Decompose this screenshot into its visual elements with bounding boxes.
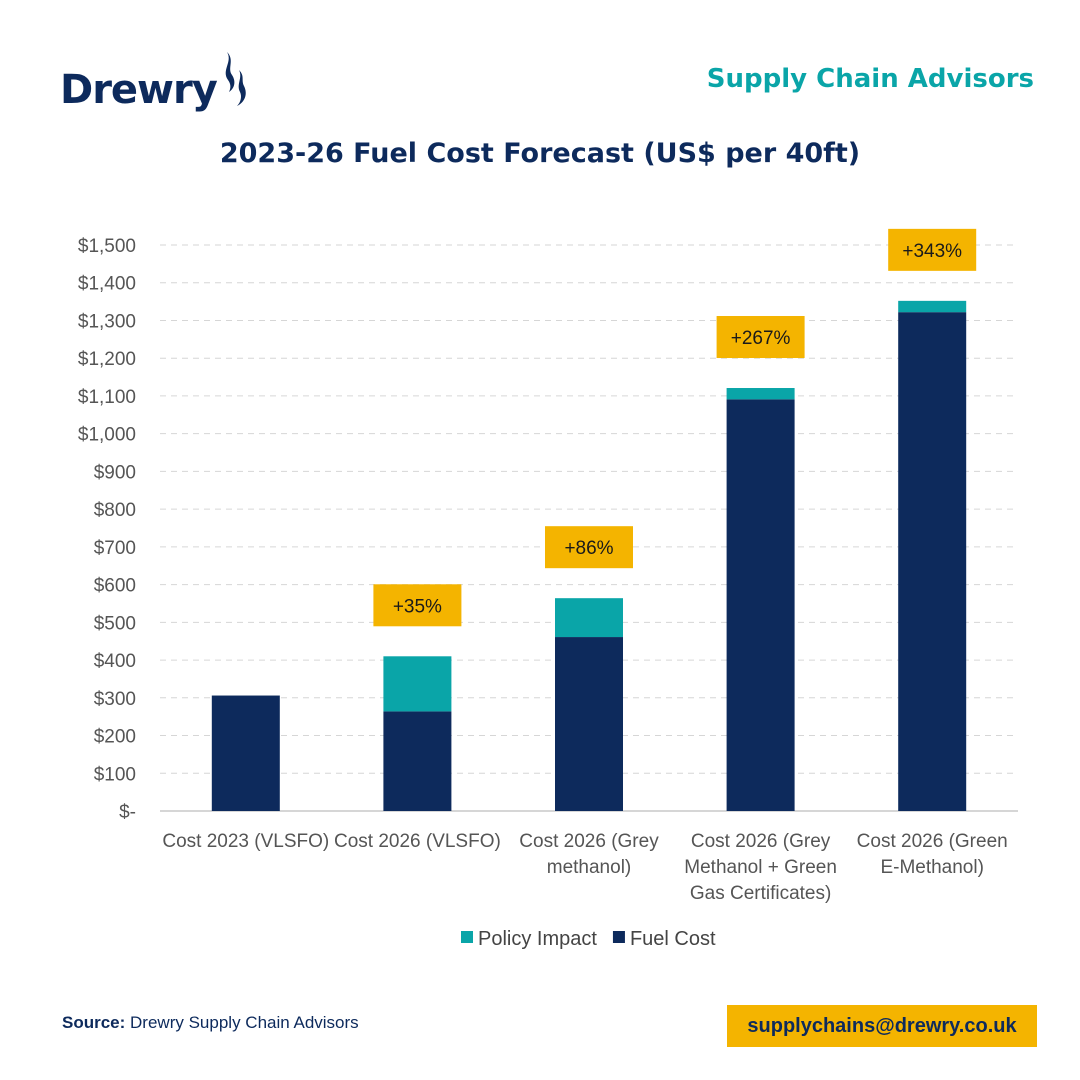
y-tick-label: $1,000 xyxy=(78,425,136,446)
x-tick-label: Gas Certificates) xyxy=(690,883,831,904)
y-tick-label: $100 xyxy=(94,764,136,785)
y-tick-label: $- xyxy=(119,802,136,823)
bar-fuel-cost xyxy=(555,637,623,811)
x-tick-label: methanol) xyxy=(547,857,632,878)
flame-icon xyxy=(225,52,246,106)
y-tick-label: $1,100 xyxy=(78,387,136,408)
annotation-box xyxy=(373,584,462,627)
annotation-box xyxy=(545,526,633,569)
data-label-percent: +35% xyxy=(393,596,442,617)
y-tick-label: $900 xyxy=(94,462,136,483)
y-tick-label: $600 xyxy=(94,576,136,597)
y-tick-label: $1,400 xyxy=(78,274,136,295)
y-tick-label: $400 xyxy=(94,651,136,672)
bar-fuel-cost xyxy=(726,399,795,811)
data-label-percent: +267% xyxy=(731,328,791,349)
annotation-box xyxy=(716,316,805,359)
x-tick-label: Cost 2026 (VLSFO) xyxy=(334,831,501,852)
annotation-box xyxy=(888,228,977,271)
brand-tagline: Supply Chain Advisors xyxy=(706,64,1034,94)
contact-email[interactable]: supplychains@drewry.co.uk xyxy=(727,1005,1037,1047)
bar-fuel-cost xyxy=(383,711,452,811)
source-note: Source: Drewry Supply Chain Advisors xyxy=(62,1013,359,1033)
stacked-bar-chart: $- $100 $200 $300 $400 $500 $600 $700 $800 $900 $1… xyxy=(78,228,1018,950)
x-tick-label: Methanol + Green xyxy=(684,857,837,878)
legend-swatch xyxy=(612,931,625,943)
bar-fuel-cost xyxy=(898,312,967,811)
y-tick-label: $800 xyxy=(94,500,136,521)
x-tick-label: Cost 2026 (Grey xyxy=(519,831,659,852)
x-tick-label: E-Methanol) xyxy=(880,857,984,878)
x-tick-label: Cost 2023 (VLSFO) xyxy=(162,831,329,852)
data-label-percent: +86% xyxy=(564,538,613,559)
y-tick-label: $1,500 xyxy=(78,236,136,257)
source-label: Source: xyxy=(62,1013,126,1032)
bar-policy-impact xyxy=(383,656,452,712)
drewry-logo: Drewry xyxy=(60,48,249,110)
source-text: Drewry Supply Chain Advisors xyxy=(130,1013,359,1032)
bar-fuel-cost xyxy=(211,695,280,811)
x-tick-label: Cost 2026 (Green xyxy=(857,831,1008,852)
y-tick-label: $300 xyxy=(94,689,136,710)
y-tick-label: $200 xyxy=(94,727,136,748)
x-tick-label: Cost 2026 (Grey xyxy=(691,831,831,852)
bar-policy-impact xyxy=(555,598,623,638)
y-tick-label: $1,300 xyxy=(78,311,136,332)
data-label-percent: +343% xyxy=(902,241,962,262)
legend-swatch xyxy=(461,931,473,943)
legend-label: Policy Impact xyxy=(478,928,597,950)
chart-title: 2023-26 Fuel Cost Forecast (US$ per 40ft… xyxy=(219,138,861,169)
y-tick-label: $700 xyxy=(94,538,136,559)
y-tick-label: $1,200 xyxy=(78,349,136,370)
legend-label: Fuel Cost xyxy=(630,928,716,950)
y-tick-label: $500 xyxy=(94,613,136,634)
logo-text: Drewry xyxy=(60,67,218,113)
bar-policy-impact xyxy=(898,300,967,313)
bar-policy-impact xyxy=(726,388,795,400)
